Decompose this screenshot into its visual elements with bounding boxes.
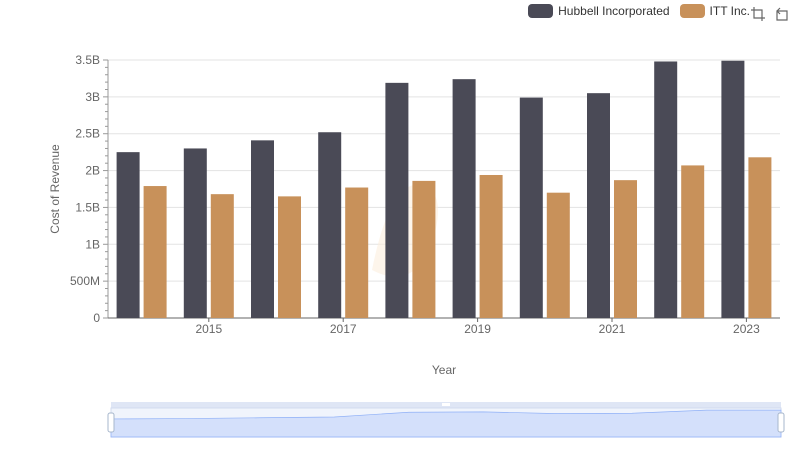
bar-itt-2022 [681, 165, 705, 318]
bar-itt-2020 [546, 192, 570, 318]
y-tick-label: 2.5B [75, 127, 100, 141]
x-tick-label: 2019 [464, 322, 491, 336]
bar-hubbell-2023 [721, 60, 745, 318]
datazoom-grip [442, 403, 450, 406]
y-axis-title: Cost of Revenue [48, 144, 62, 234]
datazoom-handle-left [107, 412, 115, 433]
legend: Hubbell Incorporated ITT Inc. [518, 4, 750, 18]
toolbox [742, 6, 790, 22]
bar-itt-2017 [345, 187, 369, 318]
y-tick-label: 500M [70, 274, 100, 288]
x-axis-title: Year [432, 363, 456, 377]
bar-itt-2019 [479, 174, 503, 318]
y-tick-label: 3B [85, 90, 100, 104]
legend-swatch-hubbell [528, 4, 554, 18]
x-tick-label: 2021 [599, 322, 626, 336]
bar-hubbell-2014 [116, 152, 140, 318]
bar-hubbell-2019 [452, 79, 476, 318]
y-tick-label: 2B [85, 164, 100, 178]
legend-label-hubbell: Hubbell Incorporated [558, 4, 670, 18]
y-tick-label: 1.5B [75, 200, 100, 214]
bar-itt-2015 [210, 194, 234, 318]
y-tick-label: 0 [93, 311, 100, 325]
bar-itt-2016 [278, 196, 301, 318]
bar-hubbell-2021 [587, 93, 610, 319]
bar-hubbell-2015 [183, 148, 207, 318]
datazoom-handle-right [777, 412, 785, 433]
bar-hubbell-2018 [385, 82, 409, 318]
y-tick-label: 3.5B [75, 53, 100, 67]
bar-itt-2021 [614, 180, 637, 318]
legend-item-hubbell[interactable]: Hubbell Incorporated [528, 4, 670, 18]
bar-itt-2018 [412, 180, 436, 318]
x-tick-label: 2017 [330, 322, 357, 336]
bar-itt-2014 [143, 186, 167, 318]
x-tick-label: 2023 [733, 322, 760, 336]
y-tick-label: 1B [85, 237, 100, 251]
bar-itt-2023 [748, 157, 772, 318]
datazoom-area [110, 409, 782, 438]
bar-hubbell-2020 [519, 97, 543, 318]
legend-swatch-itt [679, 4, 705, 18]
restore-icon[interactable] [774, 6, 790, 22]
bar-hubbell-2017 [318, 132, 342, 318]
legend-label-itt: ITT Inc. [709, 4, 750, 18]
bar-hubbell-2016 [251, 140, 274, 318]
bar-hubbell-2022 [654, 61, 678, 319]
x-tick-label: 2015 [195, 322, 222, 336]
legend-item-itt[interactable]: ITT Inc. [679, 4, 750, 18]
zoom-icon[interactable] [750, 6, 766, 22]
